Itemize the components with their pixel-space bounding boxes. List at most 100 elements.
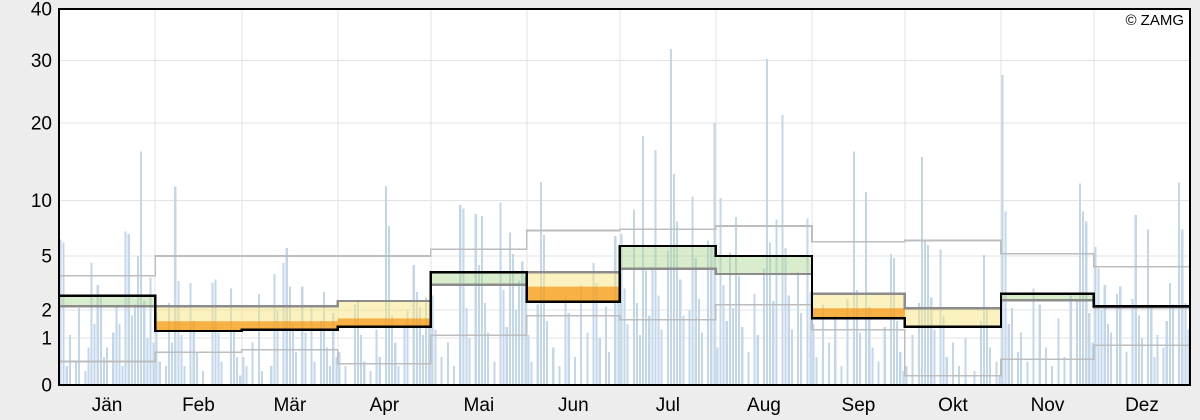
daily-bar xyxy=(65,366,68,385)
daily-bar xyxy=(325,347,329,385)
band-far-below-normal xyxy=(241,321,338,330)
lower-percentile-line xyxy=(59,303,1190,377)
daily-bar xyxy=(96,284,99,385)
daily-bar xyxy=(604,306,607,385)
daily-bar xyxy=(973,370,976,385)
y-tick-label: 1 xyxy=(41,329,52,350)
daily-bar xyxy=(276,310,279,385)
daily-bar xyxy=(648,315,651,385)
band-below-normal xyxy=(241,306,338,322)
daily-bar xyxy=(1044,347,1047,385)
daily-bar xyxy=(1184,302,1187,385)
daily-bar xyxy=(74,361,78,385)
daily-bar xyxy=(1094,247,1097,385)
daily-bar xyxy=(127,233,130,385)
daily-bar xyxy=(679,279,682,385)
daily-bar xyxy=(304,332,307,385)
daily-bar xyxy=(710,244,713,385)
daily-bar xyxy=(515,310,518,385)
daily-bar xyxy=(353,304,356,385)
daily-bar xyxy=(790,329,793,385)
daily-bar xyxy=(242,356,245,385)
daily-bar xyxy=(580,284,583,385)
daily-bar xyxy=(403,324,406,385)
daily-bar xyxy=(552,347,555,385)
daily-bar xyxy=(893,257,896,385)
daily-bar xyxy=(313,361,316,385)
month-label: Okt xyxy=(938,395,968,416)
daily-bar xyxy=(806,218,809,385)
daily-bar xyxy=(865,191,868,385)
daily-bar xyxy=(617,293,620,385)
daily-bar xyxy=(1082,211,1085,385)
daily-bar xyxy=(465,308,468,385)
band-far-below-normal xyxy=(155,321,242,331)
daily-bar xyxy=(735,217,738,385)
month-label: Dez xyxy=(1125,395,1159,416)
daily-bar xyxy=(1088,312,1091,385)
daily-bar xyxy=(251,342,254,385)
daily-bar xyxy=(1057,318,1060,385)
y-tick-label: 0 xyxy=(41,376,52,397)
band-above-normal xyxy=(59,295,156,307)
daily-bar xyxy=(753,293,756,385)
daily-bar xyxy=(322,292,325,385)
daily-bar xyxy=(217,332,220,385)
daily-bar xyxy=(852,151,855,385)
band-far-below-normal xyxy=(337,318,431,327)
upper-percentile-line xyxy=(59,225,1190,277)
daily-bar xyxy=(1026,361,1029,385)
daily-bar xyxy=(180,335,183,385)
band-below-normal xyxy=(904,308,1001,327)
daily-bar xyxy=(446,342,449,385)
daily-bar xyxy=(508,232,511,385)
daily-bar xyxy=(985,306,989,385)
daily-bar xyxy=(484,302,487,385)
y-tick-label: 10 xyxy=(31,191,52,212)
daily-bar xyxy=(573,356,576,385)
daily-bar xyxy=(406,310,409,385)
daily-bar xyxy=(344,366,347,385)
daily-bar xyxy=(189,283,192,385)
daily-bar xyxy=(105,347,109,385)
daily-bar xyxy=(827,342,831,385)
daily-bar xyxy=(1051,366,1054,385)
daily-bar xyxy=(378,356,381,385)
daily-bar xyxy=(1150,308,1153,385)
daily-bar xyxy=(1103,284,1106,385)
daily-bar xyxy=(78,308,81,385)
daily-bars xyxy=(59,49,1190,386)
daily-bar xyxy=(595,283,598,385)
daily-bar xyxy=(270,366,273,385)
daily-bar xyxy=(499,202,502,385)
daily-bar xyxy=(645,270,648,385)
daily-bar xyxy=(871,347,874,385)
daily-bar xyxy=(635,302,638,385)
daily-bar xyxy=(772,301,775,385)
daily-bar xyxy=(834,315,837,385)
daily-bar xyxy=(356,301,360,385)
daily-bar xyxy=(233,326,236,385)
daily-bar xyxy=(375,329,378,385)
daily-bar xyxy=(598,338,601,385)
daily-bar xyxy=(688,310,691,385)
daily-bar xyxy=(979,321,982,385)
daily-bar xyxy=(121,366,124,385)
daily-bar xyxy=(682,315,685,385)
daily-bar xyxy=(697,299,700,385)
daily-bar xyxy=(700,332,704,385)
month-label: Nov xyxy=(1031,395,1065,416)
daily-bar xyxy=(177,281,180,385)
band-below-normal xyxy=(337,301,431,319)
band-above-normal xyxy=(715,256,812,274)
daily-bar xyxy=(319,321,322,385)
daily-bar xyxy=(220,361,223,385)
daily-bar xyxy=(397,366,400,385)
daily-bar xyxy=(140,151,143,385)
daily-bar xyxy=(719,198,722,385)
daily-bar xyxy=(716,347,719,385)
daily-bar xyxy=(202,370,205,385)
y-tick-label: 2 xyxy=(41,301,52,322)
daily-bar xyxy=(564,297,567,385)
daily-bar xyxy=(112,332,115,385)
